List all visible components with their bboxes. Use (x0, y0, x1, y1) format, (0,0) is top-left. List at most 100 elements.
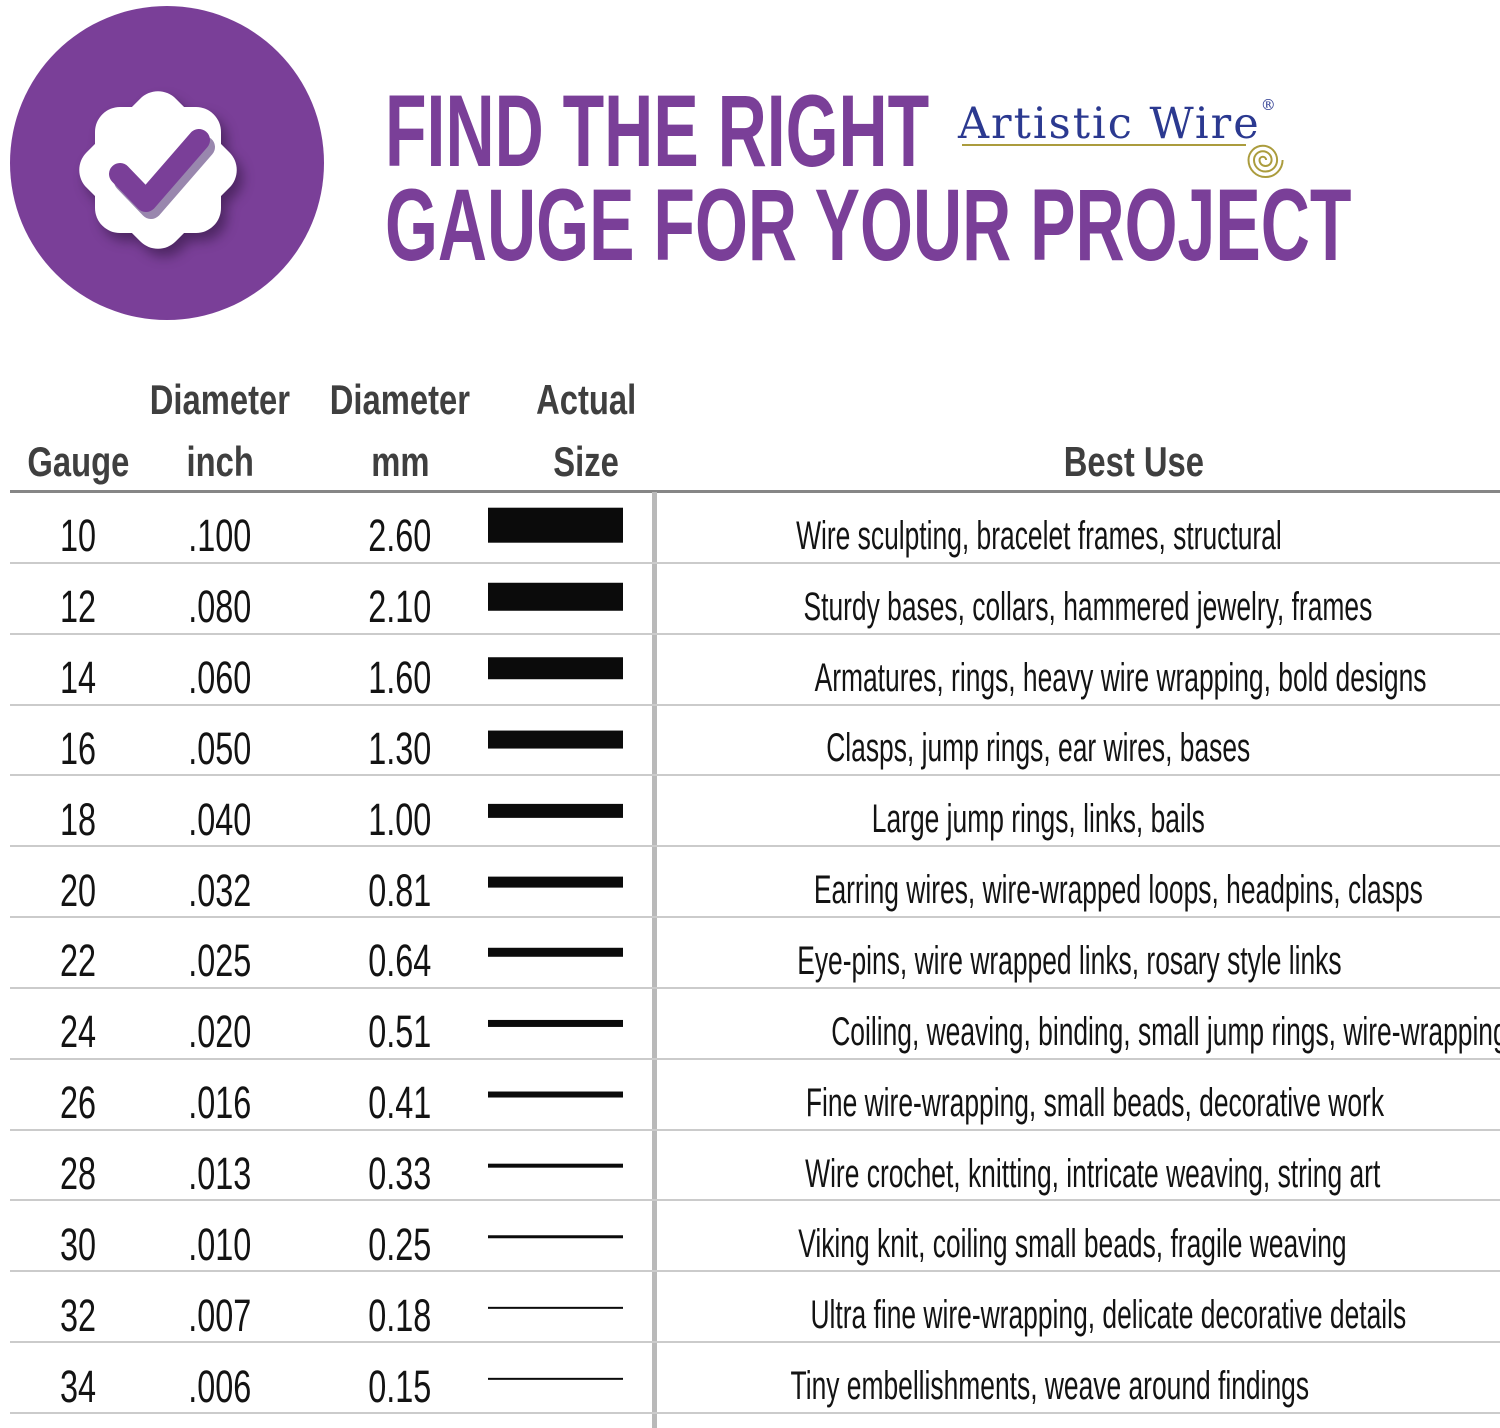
actual-size-bar (488, 657, 623, 680)
table-header: Diameter Diameter Actual Gauge inch mm S… (0, 372, 1500, 490)
best-use-text: Armatures, rings, heavy wire wrapping, b… (814, 655, 1427, 700)
col-best-use: Best Use (1063, 438, 1204, 485)
table-header-row-top: Diameter Diameter Actual (0, 372, 1500, 428)
actual-size-bar (488, 1235, 623, 1239)
diameter-mm-value: 0.41 (368, 1077, 432, 1129)
diameter-inch-value: .016 (188, 1077, 252, 1129)
best-use-text: Viking knit, coiling small beads, fragil… (798, 1222, 1347, 1267)
gauge-value: 14 (59, 652, 97, 704)
column-divider (652, 492, 657, 1428)
best-use-text: Earring wires, wire-wrapped loops, headp… (813, 868, 1423, 913)
title-line-2: GAUGE FOR YOUR PROJECT (385, 168, 1352, 282)
gauge-value: 18 (59, 793, 97, 845)
gauge-value: 20 (59, 864, 97, 916)
diameter-mm-value: 1.60 (368, 652, 432, 704)
best-use-text: Fine wire-wrapping, small beads, decorat… (805, 1080, 1385, 1125)
actual-size-bar (488, 876, 623, 888)
diameter-mm-value: 0.81 (368, 864, 432, 916)
best-use-text: Ultra fine wire-wrapping, delicate decor… (810, 1293, 1407, 1338)
actual-size-bar (488, 1377, 623, 1380)
title-line-1: FIND THE RIGHT (385, 74, 930, 188)
diameter-mm-value: 1.00 (368, 793, 432, 845)
diameter-inch-value: .050 (188, 722, 252, 774)
actual-size-bar (488, 1306, 623, 1309)
table-row: 16 .050 1.30 Clasps, jump rings, ear wir… (0, 706, 1500, 777)
table-row: 12 .080 2.10 Sturdy bases, collars, hamm… (0, 564, 1500, 635)
col-actual-top: Actual (536, 376, 637, 423)
table-row: 22 .025 0.64 Eye-pins, wire wrapped link… (0, 918, 1500, 989)
actual-size-bar (488, 803, 623, 818)
actual-size-bar (488, 583, 623, 612)
table-row: 20 .032 0.81 Earring wires, wire-wrapped… (0, 847, 1500, 918)
actual-size-bar (488, 1091, 623, 1098)
diameter-inch-value: .080 (188, 581, 252, 633)
wire-spiral-icon (1247, 144, 1284, 179)
actual-size-bar (488, 508, 623, 544)
actual-size-bar (488, 730, 623, 749)
table-row: 14 .060 1.60 Armatures, rings, heavy wir… (0, 635, 1500, 706)
diameter-inch-value: .032 (188, 864, 252, 916)
diameter-mm-value: 0.64 (368, 935, 432, 987)
col-diameter-inch-top: Diameter (149, 376, 291, 423)
diameter-inch-value: .020 (188, 1006, 252, 1058)
best-use-text: Clasps, jump rings, ear wires, bases (826, 726, 1251, 771)
best-use-text: Large jump rings, links, bails (871, 797, 1206, 842)
table-header-row-bottom: Gauge inch mm Size Best Use (0, 428, 1500, 490)
brand-name: Artistic Wire® (958, 96, 1276, 149)
registered-trademark: ® (1260, 96, 1276, 114)
gauge-value: 12 (59, 581, 97, 633)
diameter-mm-value: 2.10 (368, 581, 432, 633)
actual-size-bar (488, 1163, 623, 1168)
table-row: 24 .020 0.51 Coiling, weaving, binding, … (0, 989, 1500, 1060)
best-use-text: Coiling, weaving, binding, small jump ri… (831, 1009, 1500, 1054)
gauge-value: 22 (59, 935, 97, 987)
diameter-inch-value: .025 (188, 935, 252, 987)
table-body: 10 .100 2.60 Wire sculpting, bracelet fr… (0, 493, 1500, 1414)
gauge-value: 30 (59, 1218, 97, 1270)
check-seal-badge-icon (10, 6, 324, 320)
table-row: 10 .100 2.60 Wire sculpting, bracelet fr… (0, 493, 1500, 564)
header-underline (10, 490, 1500, 493)
best-use-text: Eye-pins, wire wrapped links, rosary sty… (797, 938, 1342, 983)
diameter-inch-value: .040 (188, 793, 252, 845)
diameter-mm-value: 2.60 (368, 510, 432, 562)
diameter-inch-value: .010 (188, 1218, 252, 1270)
best-use-text: Sturdy bases, collars, hammered jewelry,… (803, 584, 1373, 629)
table-row: 26 .016 0.41 Fine wire-wrapping, small b… (0, 1060, 1500, 1131)
col-mm: mm (370, 438, 430, 485)
diameter-mm-value: 0.25 (368, 1218, 432, 1270)
actual-size-bar (488, 1020, 623, 1028)
diameter-inch-value: .007 (188, 1289, 252, 1341)
brand-underline (962, 144, 1246, 146)
gauge-value: 28 (59, 1148, 97, 1200)
gauge-value: 16 (59, 722, 97, 774)
actual-size-bar (488, 948, 623, 958)
diameter-mm-value: 0.15 (368, 1360, 432, 1412)
col-inch: inch (186, 438, 254, 485)
best-use-text: Wire sculpting, bracelet frames, structu… (795, 513, 1282, 558)
table-row: 34 .006 0.15 Tiny embellishments, weave … (0, 1343, 1500, 1414)
page-title: FIND THE RIGHT GAUGE FOR YOUR PROJECT (385, 74, 1500, 282)
diameter-mm-value: 1.30 (368, 722, 432, 774)
diameter-mm-value: 0.18 (368, 1289, 432, 1341)
diameter-mm-value: 0.33 (368, 1148, 432, 1200)
table-row: 32 .007 0.18 Ultra fine wire-wrapping, d… (0, 1272, 1500, 1343)
diameter-mm-value: 0.51 (368, 1006, 432, 1058)
best-use-text: Tiny embellishments, weave around findin… (790, 1364, 1310, 1409)
table-row: 30 .010 0.25 Viking knit, coiling small … (0, 1201, 1500, 1273)
col-diameter-mm-top: Diameter (329, 376, 471, 423)
diameter-inch-value: .013 (188, 1148, 252, 1200)
table-row: 28 .013 0.33 Wire crochet, knitting, int… (0, 1131, 1500, 1202)
gauge-value: 24 (59, 1006, 97, 1058)
best-use-text: Wire crochet, knitting, intricate weavin… (805, 1151, 1381, 1196)
table-row: 18 .040 1.00 Large jump rings, links, ba… (0, 776, 1500, 848)
gauge-value: 10 (59, 510, 97, 562)
diameter-inch-value: .100 (188, 510, 252, 562)
col-gauge: Gauge (27, 438, 129, 485)
col-size: Size (553, 438, 620, 485)
gauge-value: 34 (59, 1360, 97, 1412)
brand-logo: Artistic Wire® (958, 96, 1298, 206)
diameter-inch-value: .006 (188, 1360, 252, 1412)
gauge-value: 32 (59, 1289, 97, 1341)
